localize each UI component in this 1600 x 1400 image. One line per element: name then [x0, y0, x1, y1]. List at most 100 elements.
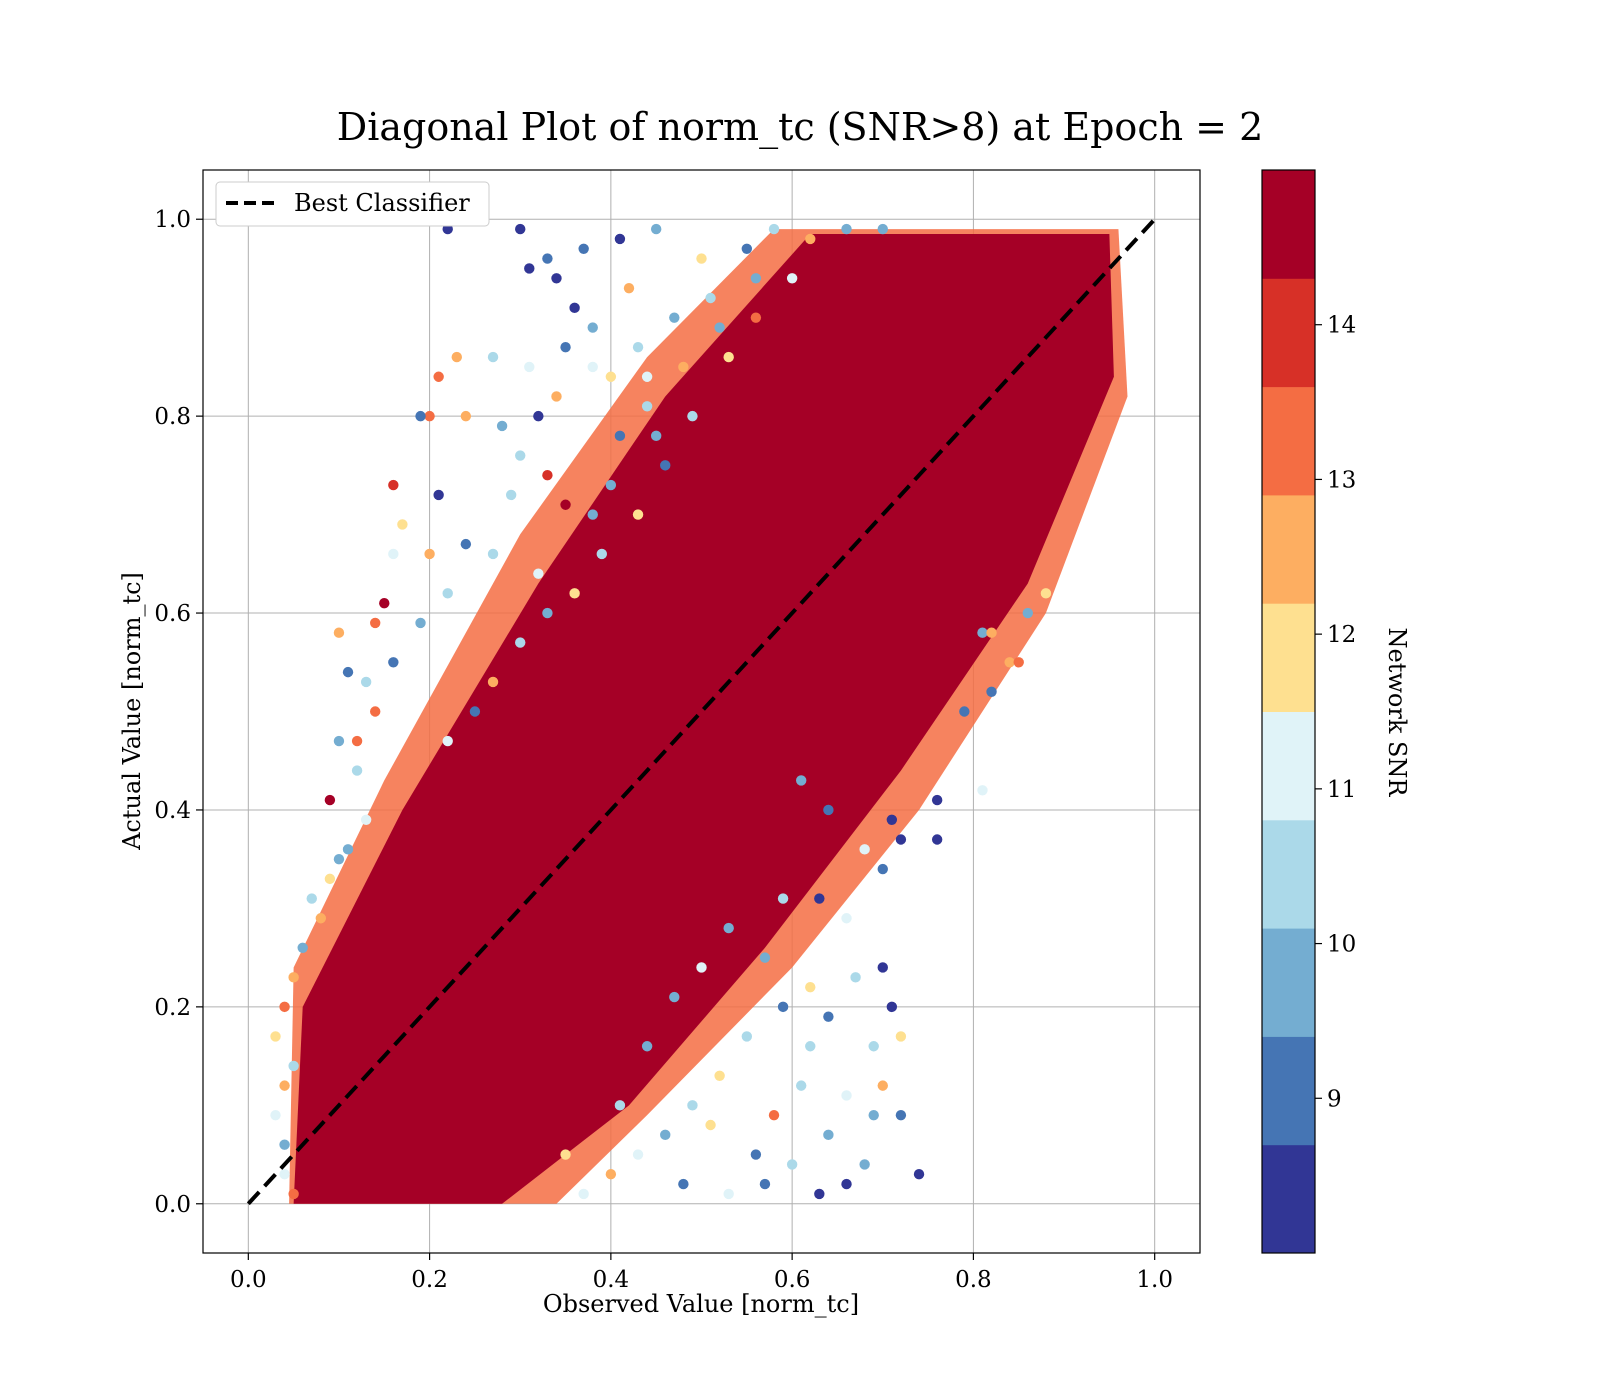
scatter-point	[388, 657, 399, 668]
scatter-point	[886, 1001, 898, 1013]
scatter-point	[777, 1001, 789, 1013]
scatter-point	[578, 1188, 589, 1200]
colorbar-segment	[1262, 1144, 1315, 1254]
scatter-point	[342, 844, 354, 855]
scatter-point	[823, 1011, 834, 1022]
scatter-point	[805, 233, 816, 245]
scatter-point	[524, 263, 535, 274]
colorbar-segment	[1262, 170, 1315, 279]
scatter-point	[415, 617, 426, 629]
scatter-point	[288, 1060, 299, 1072]
colorbar-segment	[1262, 603, 1315, 712]
scatter-point	[750, 1149, 762, 1160]
scatter-point	[306, 893, 317, 904]
colorbar-tick-label: 11	[1327, 777, 1356, 803]
scatter-point	[560, 1149, 571, 1160]
colorbar-segment	[1262, 1036, 1315, 1146]
scatter-point	[360, 676, 372, 688]
scatter-point	[333, 853, 345, 865]
scatter-point	[515, 637, 526, 648]
scatter-point	[768, 223, 780, 235]
best-classifier-line-group	[246, 217, 1157, 1206]
scatter-point	[660, 460, 671, 471]
scatter-point	[605, 479, 617, 491]
scatter-point	[931, 834, 943, 845]
scatter-point	[777, 893, 789, 904]
chart-title: Diagonal Plot of norm_tc (SNR>8) at Epoc…	[337, 105, 1264, 150]
scatter-point	[850, 972, 861, 983]
scatter-point	[360, 814, 372, 825]
y-tick-label: 0.4	[154, 798, 191, 824]
scatter-point	[687, 1100, 698, 1111]
scatter-point	[333, 627, 345, 638]
scatter-point	[397, 519, 408, 530]
scatter-point	[895, 1109, 907, 1121]
scatter-point	[805, 981, 816, 993]
scatter-point	[977, 627, 988, 638]
scatter-point	[877, 1080, 888, 1091]
scatter-point	[714, 1070, 725, 1081]
scatter-point	[750, 312, 762, 323]
scatter-point	[641, 1041, 653, 1052]
scatter-point	[279, 1169, 290, 1180]
y-tick-label: 0.8	[154, 404, 191, 430]
scatter-point	[959, 706, 970, 717]
scatter-point	[451, 351, 462, 363]
scatter-point	[442, 735, 453, 747]
x-tick-label: 0.2	[411, 1267, 448, 1293]
scatter-point	[768, 1109, 780, 1121]
scatter-point	[324, 794, 336, 806]
scatter-point	[841, 913, 852, 924]
scatter-point	[814, 893, 825, 904]
colorbar-tick-label: 9	[1327, 1086, 1342, 1112]
scatter-point	[741, 1031, 753, 1042]
scatter-points	[270, 223, 1052, 1200]
scatter-point	[605, 371, 617, 382]
y-tick-label: 0.0	[154, 1192, 191, 1218]
scatter-point	[859, 1159, 870, 1170]
dense-band	[289, 229, 1128, 1204]
scatter-point	[496, 420, 508, 432]
legend-label-best-classifier: Best Classifier	[294, 189, 470, 217]
scatter-point	[315, 913, 327, 924]
scatter-point	[859, 844, 870, 855]
scatter-point	[705, 292, 716, 304]
scatter-point	[823, 804, 834, 816]
scatter-point	[270, 1031, 281, 1042]
x-tick-label: 0.0	[230, 1267, 267, 1293]
x-tick-label: 0.4	[593, 1267, 630, 1293]
scatter-point	[877, 962, 888, 973]
scatter-point	[1022, 607, 1033, 619]
scatter-point	[279, 1080, 290, 1091]
scatter-point	[487, 351, 499, 363]
scatter-point	[388, 548, 399, 560]
scatter-point	[841, 1178, 852, 1190]
scatter-point	[714, 322, 725, 333]
scatter-point	[469, 706, 481, 717]
scatter-point	[913, 1169, 925, 1180]
scatter-point	[351, 735, 363, 747]
scatter-point	[342, 666, 354, 678]
scatter-point	[524, 361, 535, 373]
scatter-point	[351, 765, 363, 776]
scatter-point	[641, 371, 653, 382]
scatter-point	[505, 489, 517, 501]
colorbar-segment	[1262, 928, 1315, 1037]
colorbar-segment	[1262, 494, 1315, 604]
band-core	[293, 233, 1114, 1204]
scatter-point	[895, 834, 907, 845]
scatter-point	[786, 273, 798, 284]
scatter-point	[723, 351, 734, 363]
colorbar-segment	[1262, 278, 1315, 388]
scatter-point	[877, 863, 888, 875]
colorbar-segment	[1262, 386, 1315, 496]
colorbar-segment	[1262, 711, 1315, 821]
scatter-point	[614, 233, 626, 245]
x-tick-label: 0.6	[774, 1267, 811, 1293]
scatter-point	[823, 1129, 834, 1141]
colorbar-label: Network SNR	[1383, 628, 1411, 798]
x-tick-label: 0.8	[955, 1267, 992, 1293]
y-tick-label: 1.0	[154, 207, 191, 233]
x-ticks: 0.0 0.2 0.4 0.6 0.8 1.0	[230, 1253, 1173, 1293]
